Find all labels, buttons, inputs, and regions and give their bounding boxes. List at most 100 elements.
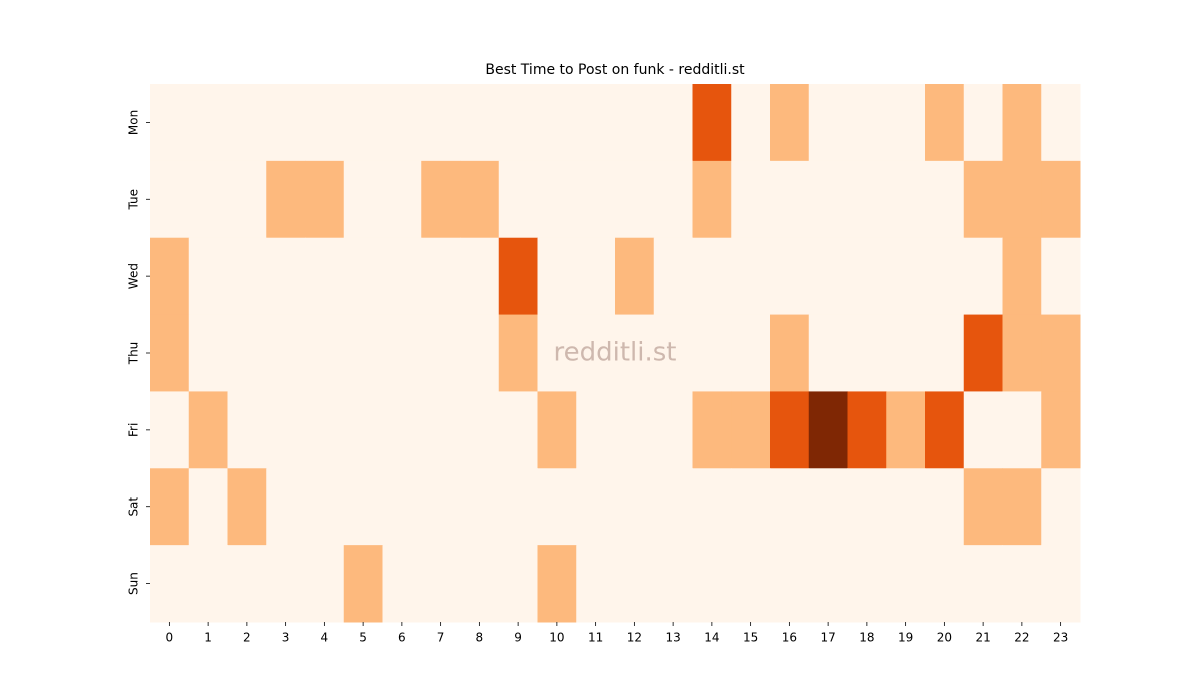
heat-cell	[305, 314, 345, 392]
heat-cell	[150, 84, 190, 162]
heat-cell	[731, 84, 771, 162]
heat-cell	[886, 84, 926, 162]
heat-cell	[1002, 314, 1042, 392]
heat-cell	[963, 391, 1003, 469]
heat-cell	[692, 468, 732, 546]
heat-cell	[498, 545, 538, 623]
heat-cell	[343, 237, 383, 316]
heat-cell	[227, 468, 267, 546]
heat-cell	[963, 84, 1003, 162]
heat-cell	[498, 391, 538, 469]
heat-cell	[808, 545, 848, 623]
heat-cell	[925, 237, 965, 316]
heat-cell	[537, 237, 577, 316]
heat-cell	[460, 160, 500, 239]
x-tick-label: 23	[1053, 631, 1068, 645]
heat-cell	[653, 468, 693, 546]
heat-cell	[653, 237, 693, 316]
heat-cell	[460, 84, 500, 162]
y-tick-label: Fri	[127, 423, 141, 437]
heat-cell	[770, 314, 810, 392]
heat-cell	[305, 237, 345, 316]
heat-cell	[266, 160, 306, 239]
heat-cell	[150, 391, 190, 469]
x-tick-label: 14	[704, 631, 719, 645]
heat-cell	[421, 468, 461, 546]
heat-cell	[498, 237, 538, 316]
x-tick-label: 18	[859, 631, 874, 645]
heat-cell	[963, 314, 1003, 392]
heat-cell	[305, 160, 345, 239]
heat-cell	[343, 545, 383, 623]
heat-cell	[188, 160, 228, 239]
heat-cell	[770, 237, 810, 316]
x-tick-label: 19	[898, 631, 913, 645]
heat-cell	[886, 314, 926, 392]
heat-cell	[227, 84, 267, 162]
heat-cell	[731, 160, 771, 239]
y-tick-label: Sun	[127, 572, 141, 595]
heat-cell	[731, 545, 771, 623]
heat-cell	[188, 545, 228, 623]
heat-cell	[963, 468, 1003, 546]
x-tick-label: 12	[627, 631, 642, 645]
heat-cell	[382, 237, 422, 316]
heat-cell	[382, 84, 422, 162]
heat-cell	[925, 545, 965, 623]
heat-cell	[847, 237, 887, 316]
x-tick-label: 0	[166, 631, 174, 645]
heat-cell	[382, 391, 422, 469]
heat-cell	[150, 468, 190, 546]
heat-cell	[460, 545, 500, 623]
chart-title: Best Time to Post on funk - redditli.st	[485, 62, 745, 78]
heat-cell	[808, 84, 848, 162]
heat-cell	[1041, 160, 1081, 239]
heat-cell	[615, 160, 655, 239]
heat-cell	[305, 468, 345, 546]
x-tick-label: 9	[514, 631, 522, 645]
heat-cell	[847, 468, 887, 546]
x-tick-label: 20	[937, 631, 952, 645]
heat-cell	[576, 160, 616, 239]
heat-cell	[343, 84, 383, 162]
heat-cell	[576, 391, 616, 469]
heat-cell	[1041, 314, 1081, 392]
heat-cell	[1002, 391, 1042, 469]
heat-cell	[227, 237, 267, 316]
heat-cell	[1002, 84, 1042, 162]
heat-cell	[692, 237, 732, 316]
heat-cell	[886, 545, 926, 623]
heat-cell	[770, 391, 810, 469]
heat-cell	[1041, 468, 1081, 546]
heat-cell	[963, 237, 1003, 316]
x-tick-label: 5	[359, 631, 367, 645]
watermark: redditli.st	[554, 338, 677, 368]
heat-cell	[343, 391, 383, 469]
heat-cell	[343, 314, 383, 392]
x-tick-label: 21	[975, 631, 990, 645]
heat-cell	[576, 468, 616, 546]
heat-cell	[266, 237, 306, 316]
heat-cell	[1041, 545, 1081, 623]
heat-cell	[808, 314, 848, 392]
heat-cell	[188, 314, 228, 392]
heat-cell	[925, 84, 965, 162]
heat-cell	[1041, 84, 1081, 162]
heat-cell	[266, 314, 306, 392]
heat-cell	[808, 391, 848, 469]
heat-cell	[963, 160, 1003, 239]
heat-cell	[460, 237, 500, 316]
heat-cell	[227, 314, 267, 392]
x-tick-label: 22	[1014, 631, 1029, 645]
heat-cell	[150, 160, 190, 239]
heat-cell	[653, 160, 693, 239]
heat-cell	[576, 545, 616, 623]
heat-cell	[963, 545, 1003, 623]
heat-cell	[305, 545, 345, 623]
heat-cell	[925, 314, 965, 392]
heat-cell	[925, 468, 965, 546]
heat-cell	[382, 314, 422, 392]
heat-cell	[421, 237, 461, 316]
heat-cell	[266, 84, 306, 162]
heat-cell	[576, 84, 616, 162]
